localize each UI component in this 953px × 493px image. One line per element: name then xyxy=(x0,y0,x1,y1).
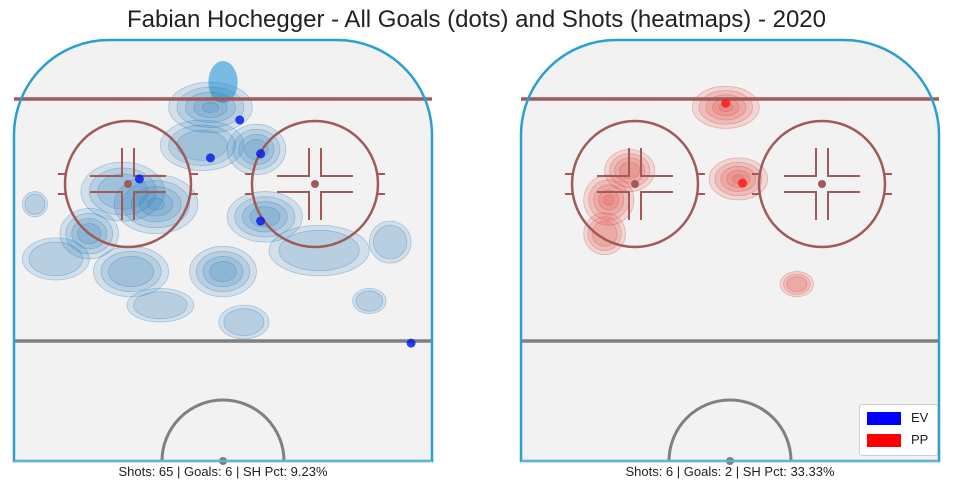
rink-boards xyxy=(519,38,941,463)
shot-density-contour xyxy=(583,174,635,226)
legend-swatch-ev xyxy=(867,412,901,425)
goal-dot xyxy=(134,174,144,184)
shot-density-contour xyxy=(226,191,303,243)
chart-title: Fabian Hochegger - All Goals (dots) and … xyxy=(126,6,827,33)
shot-density-contour xyxy=(28,241,83,277)
shot-density-contour xyxy=(352,287,387,315)
shot-density-contour xyxy=(133,291,188,320)
shot-density-contour xyxy=(21,191,48,218)
shot-density-contour xyxy=(591,220,618,247)
shot-density-contour xyxy=(714,161,763,197)
ev-shot-summary: Shots: 65 | Goals: 6 | SH Pct: 9.23% xyxy=(118,464,328,479)
shot-density-contour xyxy=(779,271,815,298)
shot-density-contour xyxy=(226,123,287,176)
shot-density-contour xyxy=(241,201,288,233)
shot-density-contour xyxy=(708,157,769,201)
shot-density-contour xyxy=(108,255,155,288)
shot-density-contour xyxy=(234,196,296,238)
shot-density-contour xyxy=(100,250,162,293)
shot-density-contour xyxy=(202,255,244,288)
goal-dot xyxy=(235,115,245,125)
goal-dot xyxy=(406,338,416,348)
legend: EV PP xyxy=(859,404,938,456)
goal-dot xyxy=(256,216,266,226)
shot-density-contour xyxy=(268,224,370,277)
goal-dot xyxy=(721,98,731,108)
shot-density-contour xyxy=(130,186,182,223)
ice-surface xyxy=(14,40,432,461)
shot-density-contour xyxy=(368,220,412,264)
rink-even-strength xyxy=(12,38,434,465)
rink-boards xyxy=(12,38,434,463)
faceoff-dot xyxy=(631,180,639,188)
center-ice-circle xyxy=(160,398,286,462)
shot-density-contour xyxy=(218,304,270,340)
goal-dot xyxy=(205,153,215,163)
shot-density-contour xyxy=(783,273,811,295)
rink-power-play xyxy=(519,38,941,465)
shot-density-contour xyxy=(168,81,253,134)
shot-density-contour xyxy=(373,224,408,260)
shot-density-contour xyxy=(195,250,251,293)
shot-density-contour xyxy=(223,308,265,336)
legend-label-pp: PP xyxy=(911,432,929,447)
shot-density-contour xyxy=(126,287,195,323)
shot-density-contour xyxy=(189,245,257,298)
shot-density-contour xyxy=(24,193,46,215)
faceoff-circle xyxy=(63,119,193,249)
center-ice-circle xyxy=(667,398,793,462)
shot-density-contour xyxy=(147,197,165,211)
shot-density-contour xyxy=(720,165,757,192)
shot-density-contour xyxy=(278,229,360,272)
legend-label-ev: EV xyxy=(911,410,929,425)
faceoff-dot xyxy=(124,180,132,188)
goal-dot xyxy=(256,149,266,159)
shot-density-contour xyxy=(603,194,615,206)
shot-density-contour xyxy=(244,138,269,160)
shot-density-contour xyxy=(113,174,199,235)
ice-surface xyxy=(521,40,939,461)
shot-density-contour xyxy=(159,119,245,171)
shot-density-contour xyxy=(598,189,620,211)
shot-density-contour xyxy=(786,276,808,293)
legend-swatch-pp xyxy=(867,434,901,447)
shot-density-contour xyxy=(238,133,275,166)
faceoff-circle xyxy=(757,119,887,249)
faceoff-dot xyxy=(818,180,826,188)
shot-density-contour xyxy=(209,261,237,283)
faceoff-circle xyxy=(250,119,380,249)
shot-density-contour xyxy=(201,101,220,113)
faceoff-dot xyxy=(311,180,319,188)
crease-shot-blob xyxy=(208,61,238,104)
pp-shot-summary: Shots: 6 | Goals: 2 | SH Pct: 33.33% xyxy=(625,464,835,479)
shot-density-contour xyxy=(355,290,384,312)
shot-density-contour xyxy=(232,128,281,171)
goal-dot xyxy=(738,178,748,188)
faceoff-circle xyxy=(570,119,700,249)
shot-density-contour xyxy=(21,237,90,281)
